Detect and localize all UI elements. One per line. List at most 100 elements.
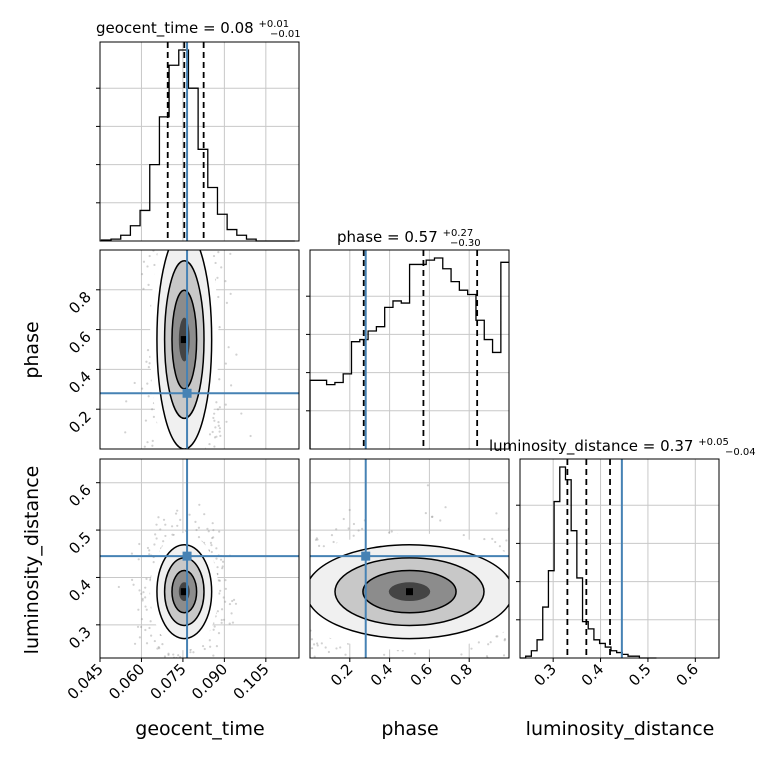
sample-point: [140, 387, 144, 390]
sample-point: [203, 665, 205, 667]
sample-point: [141, 597, 144, 600]
sample-point: [441, 680, 443, 682]
sample-point: [209, 541, 213, 544]
sample-point: [215, 547, 218, 550]
sample-point: [327, 650, 331, 654]
sample-point: [310, 638, 314, 641]
sample-point: [220, 608, 224, 611]
sample-point: [219, 434, 222, 437]
sample-point: [209, 645, 212, 648]
sample-point: [213, 436, 217, 439]
sample-point: [495, 670, 497, 672]
xtick-label-geocent_time: 0.060: [105, 660, 148, 703]
sample-point: [136, 625, 140, 628]
sample-point: [249, 434, 252, 438]
sample-point: [141, 599, 144, 602]
sample-point: [137, 608, 140, 611]
truth-marker: [182, 388, 192, 398]
sample-point: [218, 592, 221, 595]
ytick-label-phase: 0.2: [65, 407, 95, 437]
sample-point: [470, 647, 473, 650]
sample-point: [192, 651, 195, 654]
sample-point: [146, 546, 150, 550]
sample-point: [203, 513, 206, 516]
sample-point: [240, 412, 243, 415]
sample-point: [157, 645, 160, 649]
sample-point: [315, 642, 319, 645]
sample-point: [335, 647, 338, 650]
sample-point: [151, 444, 154, 447]
sample-point: [315, 537, 318, 540]
sample-point: [383, 653, 386, 656]
sample-point: [154, 533, 157, 536]
sample-point: [352, 534, 355, 537]
sample-point: [224, 600, 227, 603]
density-0-1: [124, 250, 252, 449]
sample-point: [229, 252, 232, 255]
sample-point: [222, 596, 225, 599]
sample-point: [222, 618, 226, 621]
sample-point: [342, 517, 345, 521]
sample-point: [220, 618, 223, 622]
xtick-label-geocent_time: 0.045: [64, 660, 107, 703]
sample-point: [344, 653, 347, 656]
density-1-2: [310, 484, 509, 682]
sample-point: [228, 622, 231, 625]
sample-point: [369, 662, 371, 664]
xtick-label-luminosity_distance: 0.6: [673, 660, 703, 690]
sample-point: [153, 263, 156, 267]
sample-point: [138, 542, 141, 546]
sample-point: [137, 558, 140, 561]
center-marker: [406, 588, 413, 596]
sample-point: [177, 654, 180, 657]
sample-point: [332, 540, 335, 544]
sample-point: [214, 261, 217, 265]
title-phase: phase = 0.57 +0.27: [337, 228, 473, 246]
sample-point: [192, 669, 194, 671]
contour-line: [310, 544, 509, 640]
sample-point: [347, 527, 350, 530]
sample-point: [231, 599, 234, 603]
histogram-panel-phase: [309, 249, 510, 450]
xtick-label-geocent_time: 0.090: [188, 660, 231, 703]
sample-point: [215, 644, 219, 648]
sample-point: [208, 639, 211, 642]
sample-point: [503, 638, 507, 641]
sample-point: [462, 533, 465, 537]
sample-point: [361, 527, 364, 530]
sample-point: [156, 647, 159, 650]
sample-point: [431, 515, 434, 518]
sample-point: [179, 655, 182, 658]
sample-point: [430, 515, 434, 519]
sample-point: [138, 589, 141, 592]
sample-point: [312, 643, 316, 646]
contour-line: [171, 569, 198, 614]
xlabel-luminosity-distance: luminosity_distance: [526, 718, 715, 740]
sample-point: [211, 522, 214, 525]
sample-point: [142, 287, 145, 290]
sample-point: [125, 400, 128, 403]
contour-line: [163, 259, 205, 420]
sample-point: [224, 280, 227, 283]
sample-point: [133, 381, 136, 385]
sample-point: [153, 543, 156, 546]
sample-point: [220, 266, 223, 269]
sample-point: [219, 558, 223, 561]
sample-point: [151, 439, 154, 442]
sample-point: [231, 621, 235, 624]
sample-point: [220, 621, 223, 624]
sample-point: [152, 415, 155, 418]
center-marker: [180, 336, 188, 344]
sample-point: [208, 442, 211, 446]
sample-point: [387, 531, 391, 534]
sample-point: [216, 610, 219, 613]
sample-point: [144, 419, 148, 422]
sample-point: [146, 441, 149, 444]
sample-point: [197, 526, 201, 529]
sample-point: [357, 529, 360, 532]
sample-point: [225, 420, 228, 423]
sample-point: [215, 401, 218, 404]
sample-point: [335, 528, 338, 531]
histogram-phase: [309, 257, 510, 449]
